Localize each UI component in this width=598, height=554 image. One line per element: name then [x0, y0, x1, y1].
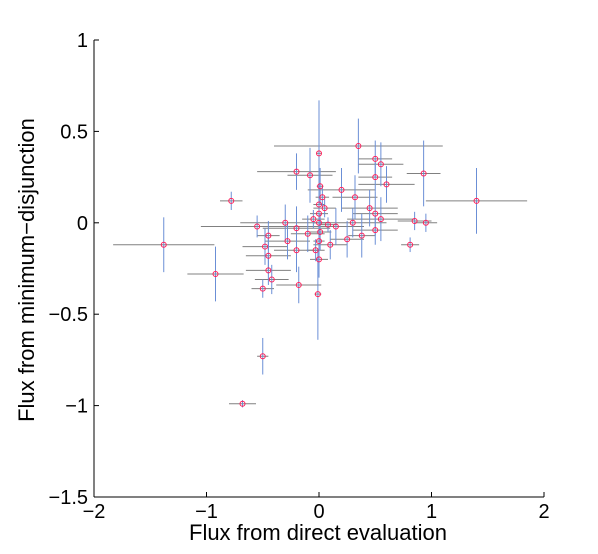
data-point	[332, 223, 339, 230]
data-point	[212, 270, 219, 277]
y-axis-label: Flux from minimum−disjunction	[14, 118, 39, 422]
data-point	[349, 219, 356, 226]
x-axis-label: Flux from direct evaluation	[189, 520, 447, 545]
data-point	[268, 276, 275, 283]
data-point	[327, 241, 334, 248]
data-point	[344, 236, 351, 243]
data-point	[293, 225, 300, 232]
data-point	[265, 267, 272, 274]
data-point	[295, 281, 302, 288]
data-point	[317, 183, 324, 190]
data-point	[372, 210, 379, 217]
data-point	[316, 219, 322, 226]
data-point	[358, 232, 365, 239]
data-point	[372, 174, 379, 181]
data-point	[265, 252, 272, 259]
data-point	[282, 219, 289, 226]
data-point	[316, 201, 322, 208]
data-point	[372, 155, 379, 162]
data-point	[377, 216, 384, 223]
data-point	[259, 285, 266, 292]
y-axis-ticks: −1.5 −1 −0.5 0 0.5 1	[49, 30, 99, 509]
data-point	[319, 194, 326, 201]
data-point	[316, 238, 322, 245]
data-point	[422, 219, 429, 226]
data-point	[265, 232, 272, 239]
data-point	[383, 181, 390, 188]
data-point	[307, 172, 313, 179]
data-point	[420, 170, 427, 177]
data-point	[355, 143, 362, 150]
data-point	[411, 217, 418, 224]
data-point	[262, 243, 268, 250]
data-point	[316, 256, 322, 263]
data-point	[293, 168, 300, 175]
x-axis-ticks: −2 −1 0 1 2	[83, 492, 550, 523]
data-point	[284, 238, 291, 245]
data-markers	[160, 143, 480, 407]
data-point	[473, 197, 480, 204]
data-point	[317, 228, 324, 235]
data-point	[228, 197, 235, 204]
data-point	[314, 291, 321, 298]
data-point	[316, 210, 322, 217]
data-point	[239, 400, 246, 407]
data-point	[321, 205, 328, 212]
data-point	[304, 230, 311, 237]
data-point	[407, 241, 414, 248]
data-point	[377, 161, 384, 168]
x-tick-label: 1	[426, 501, 437, 523]
data-point	[352, 194, 358, 201]
y-tick-label: 0	[77, 213, 88, 235]
y-tick-label: 1	[77, 30, 88, 52]
data-point	[338, 186, 345, 193]
x-tick-label: 0	[313, 501, 324, 523]
y-tick-label: −0.5	[49, 304, 88, 326]
data-point	[372, 227, 379, 234]
data-point	[366, 205, 373, 212]
y-error-bars	[163, 100, 477, 408]
y-tick-label: 0.5	[60, 121, 88, 143]
data-point	[160, 241, 167, 248]
data-point	[254, 223, 261, 230]
x-tick-label: −2	[83, 501, 106, 523]
data-point	[316, 150, 322, 157]
data-point	[310, 216, 317, 223]
y-tick-label: −1	[65, 396, 88, 418]
data-point	[259, 353, 266, 360]
data-point	[293, 247, 300, 254]
x-tick-label: −1	[195, 501, 218, 523]
x-tick-label: 2	[538, 501, 549, 523]
data-point	[325, 221, 331, 228]
y-tick-label: −1.5	[49, 487, 88, 509]
data-point	[312, 247, 319, 254]
